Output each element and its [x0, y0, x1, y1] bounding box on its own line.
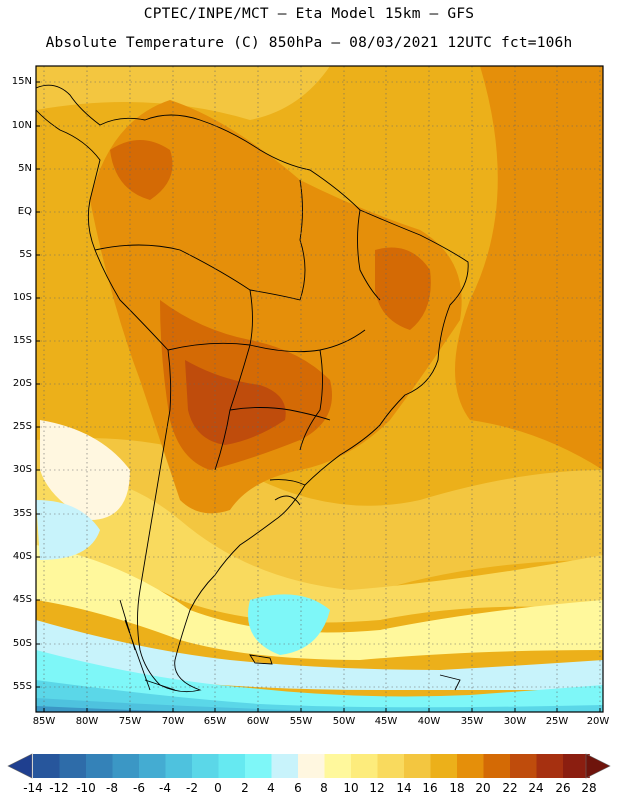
colorbar-label: 22 — [502, 781, 518, 795]
lon-label: 25W — [545, 716, 569, 727]
map-frame — [35, 65, 604, 713]
colorbar-swatch — [404, 754, 431, 778]
lon-label: 50W — [332, 716, 356, 727]
map-title-line2: Absolute Temperature (C) 850hPa – 08/03/… — [45, 35, 573, 51]
lon-label: 85W — [32, 716, 56, 727]
colorbar — [7, 753, 611, 779]
colorbar-swatch — [33, 754, 60, 778]
lat-label: 5S — [19, 249, 32, 260]
colorbar-swatch — [510, 754, 537, 778]
temperature-zone — [185, 360, 286, 445]
lat-label: 10N — [11, 120, 32, 131]
colorbar-label: -8 — [106, 781, 118, 795]
map-title-line1: CPTEC/INPE/MCT – Eta Model 15km – GFS — [143, 6, 475, 22]
temperature-zone — [110, 140, 173, 200]
colorbar-swatch — [218, 754, 246, 778]
colorbar-swatch — [59, 754, 87, 778]
lat-label: 10S — [12, 292, 32, 303]
colorbar-swatch — [483, 754, 511, 778]
colorbar-swatch — [298, 754, 325, 778]
lon-label: 40W — [417, 716, 441, 727]
colorbar-swatch — [563, 754, 590, 778]
colorbar-label: 2 — [241, 781, 249, 795]
colorbar-swatch — [324, 754, 352, 778]
temperature-zone — [36, 698, 360, 712]
lon-label: 35W — [460, 716, 484, 727]
lat-label: 50S — [12, 638, 32, 649]
axis-ticks — [36, 81, 601, 712]
lat-label: EQ — [17, 206, 32, 217]
lon-label: 45W — [374, 716, 398, 727]
lat-label: 40S — [12, 551, 32, 562]
colorbar-label: 24 — [528, 781, 544, 795]
colorbar-label: 4 — [267, 781, 275, 795]
colorbar-label: 8 — [320, 781, 328, 795]
colorbar-swatch — [377, 754, 405, 778]
lat-label: 15N — [11, 76, 32, 87]
colorbar-swatch — [245, 754, 272, 778]
colorbar-label: 12 — [369, 781, 385, 795]
colorbar-min-arrow — [7, 753, 33, 779]
colorbar-label: 20 — [475, 781, 491, 795]
lon-label: 60W — [246, 716, 270, 727]
lat-label: 20S — [12, 378, 32, 389]
colorbar-swatch — [457, 754, 484, 778]
coastlines — [36, 84, 469, 693]
lon-label: 75W — [118, 716, 142, 727]
colorbar-swatch — [430, 754, 458, 778]
temperature-zone — [36, 470, 603, 623]
colorbar-label: -10 — [76, 781, 96, 795]
colorbar-label: -2 — [186, 781, 198, 795]
colorbar-label: 0 — [214, 781, 222, 795]
temperature-zone — [36, 545, 603, 660]
colorbar-swatch — [86, 754, 113, 778]
colorbar-label: -14 — [23, 781, 43, 795]
temperature-zone — [248, 594, 330, 655]
colorbar-label: 6 — [294, 781, 302, 795]
lon-label: 70W — [161, 716, 185, 727]
colorbar-swatch — [351, 754, 378, 778]
temperature-zone — [36, 706, 200, 712]
lat-label: 35S — [12, 508, 32, 519]
colorbar-max-arrow — [585, 753, 611, 779]
lat-label: 55S — [12, 681, 32, 692]
lat-label: 15S — [12, 335, 32, 346]
colorbar-label: -6 — [133, 781, 145, 795]
lon-label: 20W — [586, 716, 610, 727]
temperature-zone — [36, 620, 603, 690]
colorbar-swatch — [139, 754, 166, 778]
colorbar-label: 14 — [396, 781, 412, 795]
temperature-field — [36, 66, 603, 712]
colorbar-swatch — [112, 754, 140, 778]
colorbar-swatch — [165, 754, 193, 778]
temperature-zone — [455, 66, 603, 470]
colorbar-label: -12 — [49, 781, 69, 795]
colorbar-swatch — [271, 754, 299, 778]
colorbar-label: 18 — [449, 781, 465, 795]
colorbar-label: 10 — [343, 781, 359, 795]
lat-label: 5N — [18, 163, 32, 174]
temperature-zone — [375, 247, 431, 330]
lat-label: 30S — [12, 464, 32, 475]
lon-label: 55W — [289, 716, 313, 727]
colorbar-label: 26 — [555, 781, 571, 795]
temperature-zone — [40, 420, 130, 520]
colorbar-swatch — [192, 754, 219, 778]
temperature-zone — [36, 680, 603, 712]
lat-label: 25S — [12, 421, 32, 432]
temperature-zone — [36, 650, 603, 712]
lat-label: 45S — [12, 594, 32, 605]
temperature-zone — [36, 500, 100, 560]
temperature-zone — [36, 66, 330, 120]
graticule — [36, 66, 603, 712]
lon-label: 30W — [503, 716, 527, 727]
colorbar-label: 28 — [581, 781, 597, 795]
lon-label: 65W — [203, 716, 227, 727]
lon-label: 80W — [75, 716, 99, 727]
colorbar-label: 16 — [422, 781, 438, 795]
colorbar-label: -4 — [159, 781, 171, 795]
colorbar-swatch — [536, 754, 564, 778]
